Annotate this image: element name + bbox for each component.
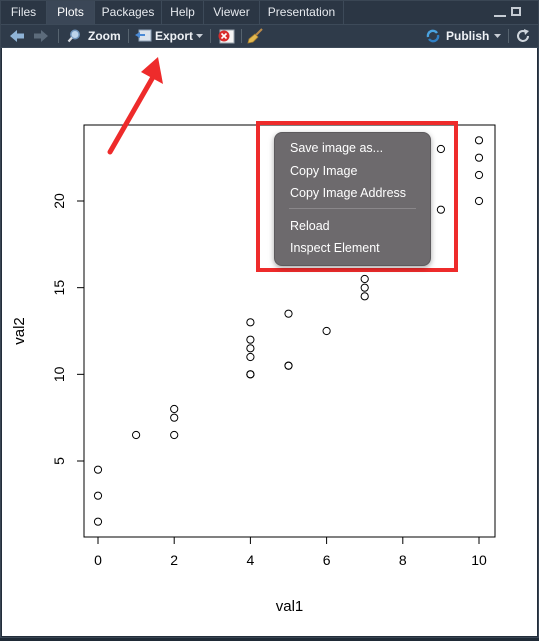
data-point xyxy=(246,318,255,327)
y-tick-label: 10 xyxy=(51,366,67,382)
scatter-chart: 0 2 4 6 8 10 5 10 15 20 val1 val2 xyxy=(11,124,496,615)
data-point xyxy=(170,413,179,422)
menu-copy-image[interactable]: Copy Image xyxy=(290,164,358,178)
data-point xyxy=(360,283,369,292)
toolbar-separator xyxy=(508,29,509,43)
menu-copy-image-address[interactable]: Copy Image Address xyxy=(290,186,407,200)
toolbar-separator xyxy=(128,29,129,43)
toolbar-separator xyxy=(58,29,59,43)
chevron-down-icon[interactable] xyxy=(196,34,203,39)
data-point xyxy=(322,326,331,336)
x-tick-label: 6 xyxy=(323,552,331,568)
data-point xyxy=(170,404,179,414)
plots-toolbar: Zoom Export Publish xyxy=(1,25,538,48)
data-point xyxy=(246,335,255,344)
refresh-icon[interactable] xyxy=(515,28,531,44)
toolbar-separator xyxy=(210,29,211,43)
x-tick-label: 0 xyxy=(94,552,102,568)
data-point xyxy=(360,292,369,301)
export-icon xyxy=(135,29,152,42)
plot-area: 0 2 4 6 8 10 5 10 15 20 val1 val2 Save image as... … xyxy=(2,48,537,636)
menu-save-image-as[interactable]: Save image as... xyxy=(290,141,384,155)
export-button[interactable]: Export xyxy=(155,29,194,43)
data-point xyxy=(436,205,445,214)
tab-presentation[interactable]: Presentation xyxy=(260,1,344,24)
menu-reload[interactable]: Reload xyxy=(290,219,330,233)
back-arrow-icon[interactable] xyxy=(9,29,25,43)
tab-bar: Files Plots Packages Help Viewer Present… xyxy=(1,1,538,25)
menu-inspect-element[interactable]: Inspect Element xyxy=(290,241,380,255)
x-tick-label: 4 xyxy=(247,552,255,568)
y-tick-label: 15 xyxy=(51,280,67,296)
data-point xyxy=(284,309,293,318)
data-point xyxy=(93,465,103,474)
context-menu: Save image as... Copy Image Copy Image A… xyxy=(274,132,431,266)
tab-packages[interactable]: Packages xyxy=(95,1,162,24)
publish-icon xyxy=(426,29,440,43)
data-point xyxy=(246,344,255,353)
tab-viewer[interactable]: Viewer xyxy=(204,1,260,24)
tab-plots[interactable]: Plots xyxy=(47,1,95,24)
y-axis-label: val2 xyxy=(11,317,28,345)
plot-frame xyxy=(83,124,496,538)
tab-help[interactable]: Help xyxy=(162,1,204,24)
maximize-icon[interactable] xyxy=(511,7,521,16)
x-tick-label: 8 xyxy=(399,552,407,568)
data-point xyxy=(284,361,293,370)
zoom-button[interactable]: Zoom xyxy=(88,29,121,43)
y-tick-label: 5 xyxy=(51,457,67,465)
publish-button[interactable]: Publish xyxy=(446,29,490,43)
data-point xyxy=(170,430,179,440)
zoom-icon xyxy=(67,29,80,43)
tab-files[interactable]: Files xyxy=(1,1,47,24)
highlight-box xyxy=(256,121,458,272)
data-point xyxy=(474,196,484,206)
data-point xyxy=(474,170,484,180)
data-point xyxy=(474,136,484,145)
annotation-arrow xyxy=(107,57,163,155)
data-point xyxy=(132,430,141,440)
forward-arrow-icon[interactable] xyxy=(33,29,49,43)
data-point xyxy=(436,144,445,154)
data-point xyxy=(246,370,255,379)
y-tick-label: 20 xyxy=(51,193,67,209)
toolbar-separator xyxy=(241,29,242,43)
data-point xyxy=(474,153,484,162)
data-point xyxy=(360,274,369,284)
broom-icon[interactable] xyxy=(247,28,264,44)
data-point xyxy=(93,517,103,526)
x-axis-label: val1 xyxy=(276,598,304,615)
data-point xyxy=(246,352,255,362)
remove-plot-icon[interactable] xyxy=(217,28,235,44)
minimize-icon[interactable] xyxy=(494,9,506,17)
x-tick-label: 10 xyxy=(471,552,487,568)
x-tick-label: 2 xyxy=(170,552,178,568)
menu-separator xyxy=(289,208,416,209)
data-point xyxy=(93,491,103,500)
chevron-down-icon[interactable] xyxy=(494,34,501,39)
